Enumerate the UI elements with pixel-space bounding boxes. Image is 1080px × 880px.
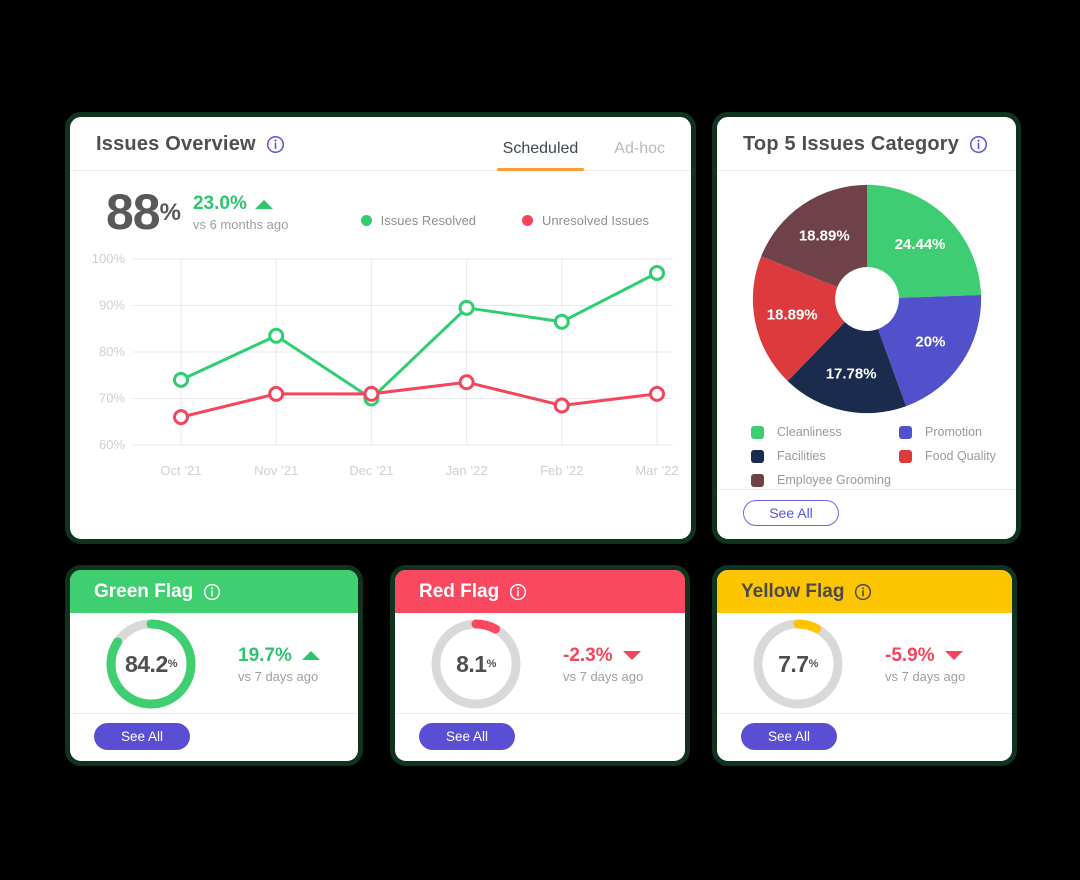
svg-text:90%: 90% <box>98 298 124 313</box>
yellow-flag-body: 7.7% -5.9% vs 7 days ago <box>717 613 1012 713</box>
green-flag-body: 84.2% 19.7% vs 7 days ago <box>70 613 358 713</box>
tab-ad-hoc[interactable]: Ad-hoc <box>614 140 665 157</box>
overview-tabs: Scheduled Ad-hoc <box>496 140 665 171</box>
see-all-button[interactable]: See All <box>94 723 190 750</box>
red-flag-gauge-value: 8.1% <box>456 650 496 677</box>
see-all-button[interactable]: See All <box>741 723 837 750</box>
flag-card-2: Yellow Flag 7.7% -5.9% <box>712 565 1017 766</box>
red-flag-header: Red Flag <box>395 570 685 613</box>
top-issues-title: Top 5 Issues Category <box>743 133 960 155</box>
svg-text:80%: 80% <box>98 344 124 359</box>
top-issues-donut-chart: 24.44% 20% 17.78% 18.89% 18.89% <box>752 184 981 414</box>
legend-swatch-icon <box>751 473 764 487</box>
yellow-flag-header: Yellow Flag <box>717 570 1012 613</box>
legend-item: Issues Resolved <box>360 213 476 228</box>
svg-text:60%: 60% <box>98 437 124 452</box>
red-flag-gauge: 8.1% <box>427 615 525 713</box>
red-flag-body: 8.1% -2.3% vs 7 days ago <box>395 613 685 713</box>
svg-text:Mar ’22: Mar ’22 <box>635 463 678 478</box>
green-flag-gauge: 84.2% <box>102 615 200 713</box>
overview-change-block: 23.0% vs 6 months ago <box>193 187 288 232</box>
svg-text:100%: 100% <box>91 251 125 266</box>
see-all-button[interactable]: See All <box>743 500 839 526</box>
issues-overview-card: Issues Overview Scheduled Ad-hoc 88% <box>65 112 696 544</box>
svg-text:Feb ’22: Feb ’22 <box>540 463 583 478</box>
flag-card-0: Green Flag 84.2% 19.7% <box>65 565 363 766</box>
green-flag-footer: See All <box>70 713 358 761</box>
line-chart-legend: Issues Resolved Unresolved Issues <box>360 187 661 228</box>
legend-item: Unresolved Issues <box>522 213 649 228</box>
yellow-flag-gauge: 7.7% <box>749 615 847 713</box>
green-flag-title: Green Flag <box>94 580 194 602</box>
green-flag-compare-label: vs 7 days ago <box>238 668 319 684</box>
tab-scheduled[interactable]: Scheduled <box>496 140 584 171</box>
svg-text:Nov ’21: Nov ’21 <box>254 463 298 478</box>
svg-text:18.89%: 18.89% <box>766 307 817 324</box>
svg-text:70%: 70% <box>98 391 124 406</box>
green-flag-gauge-value: 84.2% <box>124 650 178 677</box>
svg-text:24.44%: 24.44% <box>894 236 945 253</box>
red-flag-compare-label: vs 7 days ago <box>563 668 644 684</box>
legend-dot-icon <box>360 215 372 226</box>
yellow-flag-title: Yellow Flag <box>741 580 845 602</box>
legend-swatch-icon <box>751 449 764 463</box>
yellow-flag-gauge-value: 7.7% <box>778 650 818 677</box>
legend-dot-icon <box>522 215 534 226</box>
legend-swatch-icon <box>899 425 912 439</box>
trend-up-icon <box>301 651 320 660</box>
issues-overview-header: Issues Overview Scheduled Ad-hoc <box>70 117 691 171</box>
flag-card-1: Red Flag 8.1% -2.3% <box>390 565 690 766</box>
svg-text:Jan ’22: Jan ’22 <box>445 463 487 478</box>
info-icon[interactable] <box>266 135 285 154</box>
red-flag-trend: -2.3% <box>563 645 643 667</box>
trend-down-icon <box>622 651 641 660</box>
legend-item: Cleanliness <box>751 425 899 439</box>
overview-compare-label: vs 6 months ago <box>192 217 289 232</box>
resolved-percentage-stat: 88% <box>106 184 181 240</box>
svg-text:17.78%: 17.78% <box>825 366 876 383</box>
yellow-flag-compare-label: vs 7 days ago <box>885 668 966 684</box>
top-issues-header: Top 5 Issues Category <box>717 117 1016 171</box>
legend-swatch-icon <box>899 449 912 463</box>
pie-legend: Cleanliness Promotion Facilities Food Quali… <box>751 425 1016 487</box>
info-icon[interactable] <box>509 583 527 601</box>
issues-line-chart: 100% 90% 80% 70% 60% Oct ’21 Nov ’21 Dec ’21 Jan… <box>91 251 678 478</box>
legend-item: Food Quality <box>899 449 1016 463</box>
yellow-flag-footer: See All <box>717 713 1012 761</box>
svg-text:18.89%: 18.89% <box>798 227 849 244</box>
overview-change-value: 23.0% <box>193 193 288 215</box>
top-issues-footer: See All <box>717 489 1016 539</box>
see-all-button[interactable]: See All <box>419 723 515 750</box>
legend-item: Employee Grooming <box>751 473 899 487</box>
legend-swatch-icon <box>751 425 764 439</box>
yellow-flag-trend: -5.9% <box>885 645 965 667</box>
overview-stats-row: 88% 23.0% vs 6 months ago Issues Resolve… <box>70 171 691 237</box>
info-icon[interactable] <box>203 583 221 601</box>
trend-down-icon <box>944 651 963 660</box>
red-flag-footer: See All <box>395 713 685 761</box>
info-icon[interactable] <box>969 135 988 154</box>
red-flag-title: Red Flag <box>419 580 500 602</box>
svg-text:20%: 20% <box>915 334 945 351</box>
legend-item: Promotion <box>899 425 1016 439</box>
green-flag-trend: 19.7% <box>238 645 320 667</box>
svg-text:Oct ’21: Oct ’21 <box>160 463 201 478</box>
legend-item: Facilities <box>751 449 899 463</box>
svg-text:Dec ’21: Dec ’21 <box>349 463 393 478</box>
issues-overview-title: Issues Overview <box>96 133 256 155</box>
top-issues-card: Top 5 Issues Category 24.44% 20% 17.78% 18.… <box>712 112 1021 544</box>
info-icon[interactable] <box>854 583 872 601</box>
trend-up-icon <box>254 199 273 209</box>
green-flag-header: Green Flag <box>70 570 358 613</box>
